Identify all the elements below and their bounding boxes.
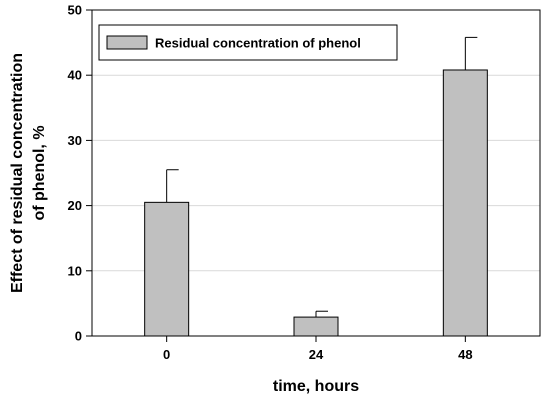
x-axis-title: time, hours xyxy=(273,378,359,395)
legend-swatch xyxy=(106,35,148,50)
y-tick-label: 40 xyxy=(68,68,82,83)
x-axis-ticks: 0 24 48 xyxy=(163,336,473,362)
legend: Residual concentration of phenol xyxy=(98,24,398,61)
legend-label: Residual concentration of phenol xyxy=(155,36,361,51)
y-axis-title: Effect of residual concentration of phen… xyxy=(9,53,48,293)
bar-0 xyxy=(144,201,190,337)
y-axis-title-line-2: of phenol, % xyxy=(31,125,48,220)
y-tick-label: 0 xyxy=(75,329,82,344)
bar-48 xyxy=(442,69,488,337)
y-tick-label: 10 xyxy=(68,263,82,278)
bar-24 xyxy=(293,316,339,337)
x-tick-label: 0 xyxy=(163,347,170,362)
error-bars xyxy=(166,36,478,318)
y-tick-label: 20 xyxy=(68,198,82,213)
x-tick-label: 48 xyxy=(458,347,472,362)
y-axis-title-line-1: Effect of residual concentration xyxy=(9,53,26,293)
y-tick-label: 30 xyxy=(68,133,82,148)
x-tick-label: 24 xyxy=(309,347,324,362)
y-tick-label: 50 xyxy=(68,3,82,18)
y-axis-ticks: 0 10 20 30 40 50 xyxy=(68,3,92,344)
legend-box xyxy=(98,24,398,61)
bars xyxy=(144,69,488,337)
